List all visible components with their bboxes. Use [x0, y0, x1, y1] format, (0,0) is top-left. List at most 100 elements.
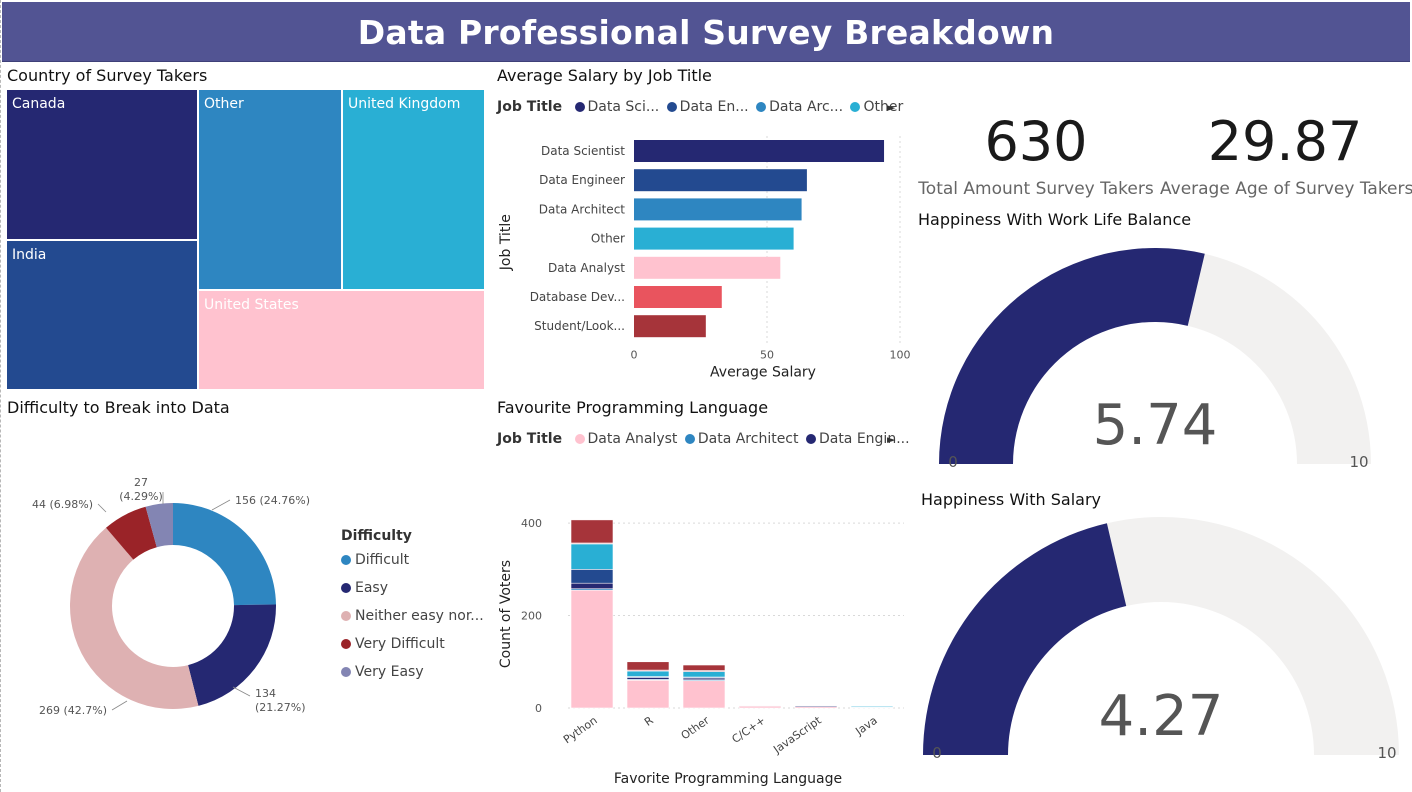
salary-legend-item[interactable]: Other [850, 99, 903, 115]
salary-bar [634, 256, 781, 279]
legend-next-arrow-icon[interactable]: ► [887, 101, 896, 114]
salary-x-tick-label: 50 [760, 348, 774, 361]
languages-x-tick-label: Other [679, 714, 712, 743]
donut-slice [173, 503, 276, 606]
salary-legend: Job Title Data Sci... Data En... Data Ar… [497, 99, 903, 115]
languages-stacked-bar-chart: 0 200 400 Python R Other C/C++ JavaScript Java Fa… [498, 517, 904, 787]
legend-label: Data Sci... [587, 99, 660, 115]
gauge-fill [923, 523, 1127, 755]
difficulty-legend-item[interactable]: Very Difficult [341, 636, 484, 664]
legend-dot [341, 611, 351, 621]
donut-slice [145, 503, 173, 548]
languages-bar-segment [570, 589, 614, 709]
legend-label: Very Difficult [355, 636, 445, 652]
donut-leader-line [111, 700, 128, 711]
gauge-max-label: 10 [1349, 453, 1368, 471]
legend-dot [574, 102, 585, 112]
treemap-tile-united-kingdom[interactable]: United Kingdom [343, 90, 486, 291]
treemap-tile-india[interactable]: India [7, 241, 199, 391]
languages-x-tick-label: JavaScript [770, 713, 824, 756]
salary-legend-item[interactable]: Data Sci... [574, 99, 660, 115]
languages-y-tick-label: 200 [521, 610, 542, 623]
treemap-tile-united-states[interactable]: United States [199, 291, 486, 391]
kpi-average-age-label: Average Age of Survey Takers [1160, 179, 1412, 199]
languages-bar-segment [850, 705, 894, 708]
treemap-tile-other[interactable]: Other [199, 90, 343, 291]
legend-label: Data Analyst [587, 431, 678, 447]
legend-dot [341, 583, 351, 593]
difficulty-chart-title: Difficulty to Break into Data [7, 398, 230, 417]
salary-y-tick-label: Student/Look... [534, 319, 625, 333]
legend-dot [341, 639, 351, 649]
languages-x-tick-label: R [642, 714, 656, 729]
tile-label: United States [204, 297, 299, 313]
legend-dot [756, 102, 767, 112]
salary-y-axis-title: Job Title [498, 214, 514, 271]
languages-y-tick-label: 400 [521, 517, 542, 530]
salary-bar [634, 227, 794, 250]
difficulty-legend-item[interactable]: Difficult [341, 552, 484, 580]
legend-dot [341, 555, 351, 565]
languages-bar-segment [626, 661, 670, 671]
gauge-salary-title: Happiness With Salary [921, 490, 1102, 509]
donut-data-label: 27 (4.29%) [119, 476, 163, 503]
legend-label: Other [863, 99, 904, 115]
salary-legend-item[interactable]: Data En... [666, 99, 749, 115]
donut-data-label: 156 (24.76%) [235, 494, 310, 507]
legend-label: Data Arc... [769, 99, 844, 115]
legend-dot [850, 102, 861, 112]
languages-x-tick-label: C/C++ [730, 714, 768, 746]
gauge-value-label: 5.74 [1093, 393, 1218, 458]
difficulty-legend-item[interactable]: Neither easy nor... [341, 608, 484, 636]
legend-label: Very Easy [355, 664, 424, 680]
donut-data-label: 269 (42.7%) [39, 704, 107, 717]
donut-leader-line [97, 503, 107, 513]
donut-data-label: 44 (6.98%) [32, 498, 93, 511]
treemap-tile-canada[interactable]: Canada [7, 90, 199, 241]
languages-legend: Job Title Data Analyst Data Architect Da… [497, 431, 910, 447]
languages-bar-segment [682, 680, 726, 709]
kpi-total-survey-takers-label: Total Amount Survey Takers [918, 179, 1154, 199]
salary-x-tick-label: 100 [890, 348, 911, 361]
languages-legend-item[interactable]: Data Analyst [574, 431, 678, 447]
languages-bar-segment [626, 670, 670, 677]
salary-bar-chart: 0 50 100 Data Scientist Data Engineer Data Ar… [498, 136, 911, 380]
legend-dot [666, 102, 677, 112]
languages-legend-item[interactable]: Data Architect [684, 431, 799, 447]
gauge-max-label: 10 [1377, 744, 1396, 762]
gauge-value-label: 4.27 [1099, 684, 1224, 749]
tile-label: India [12, 247, 47, 263]
difficulty-legend-item[interactable]: Easy [341, 580, 484, 608]
salary-y-tick-label: Other [591, 232, 625, 246]
donut-slice [188, 604, 276, 706]
gauge-work-life-title: Happiness With Work Life Balance [918, 210, 1192, 229]
kpi-average-age-value: 29.87 [1207, 110, 1363, 173]
salary-legend-item[interactable]: Data Arc... [756, 99, 843, 115]
donut-slice [106, 506, 157, 560]
gauge-happiness-salary: 4.27 0 10 [923, 517, 1399, 762]
salary-bar [634, 286, 722, 308]
gauge-min-label: 0 [932, 744, 942, 762]
kpi-total-survey-takers-value: 630 [984, 110, 1088, 173]
languages-bar-segment [570, 543, 614, 570]
languages-legend-title: Job Title [497, 431, 563, 447]
legend-label: Data En... [679, 99, 749, 115]
difficulty-legend: Difficulty Difficult Easy Neither easy n… [341, 528, 484, 692]
legend-label: Difficult [355, 552, 410, 568]
tile-label: Other [204, 96, 244, 112]
languages-y-tick-label: 0 [535, 702, 542, 715]
dashboard-header: Data Professional Survey Breakdown [2, 2, 1410, 62]
donut-slice [69, 527, 199, 709]
legend-label: Neither easy nor... [355, 608, 484, 624]
salary-bar [634, 315, 706, 338]
legend-next-arrow-icon[interactable]: ► [887, 433, 896, 446]
legend-dot [574, 434, 585, 444]
donut-leader-line [232, 686, 251, 697]
tile-label: United Kingdom [348, 96, 461, 112]
difficulty-donut-chart: 156 (24.76%) 134 (21.27%) 269 (42.7%) 44 (6.… [32, 476, 310, 717]
languages-legend-item[interactable]: Data Engin... [805, 431, 910, 447]
languages-x-axis-title: Favorite Programming Language [614, 771, 842, 787]
difficulty-legend-item[interactable]: Very Easy [341, 664, 484, 692]
legend-label: Data Engin... [818, 431, 910, 447]
